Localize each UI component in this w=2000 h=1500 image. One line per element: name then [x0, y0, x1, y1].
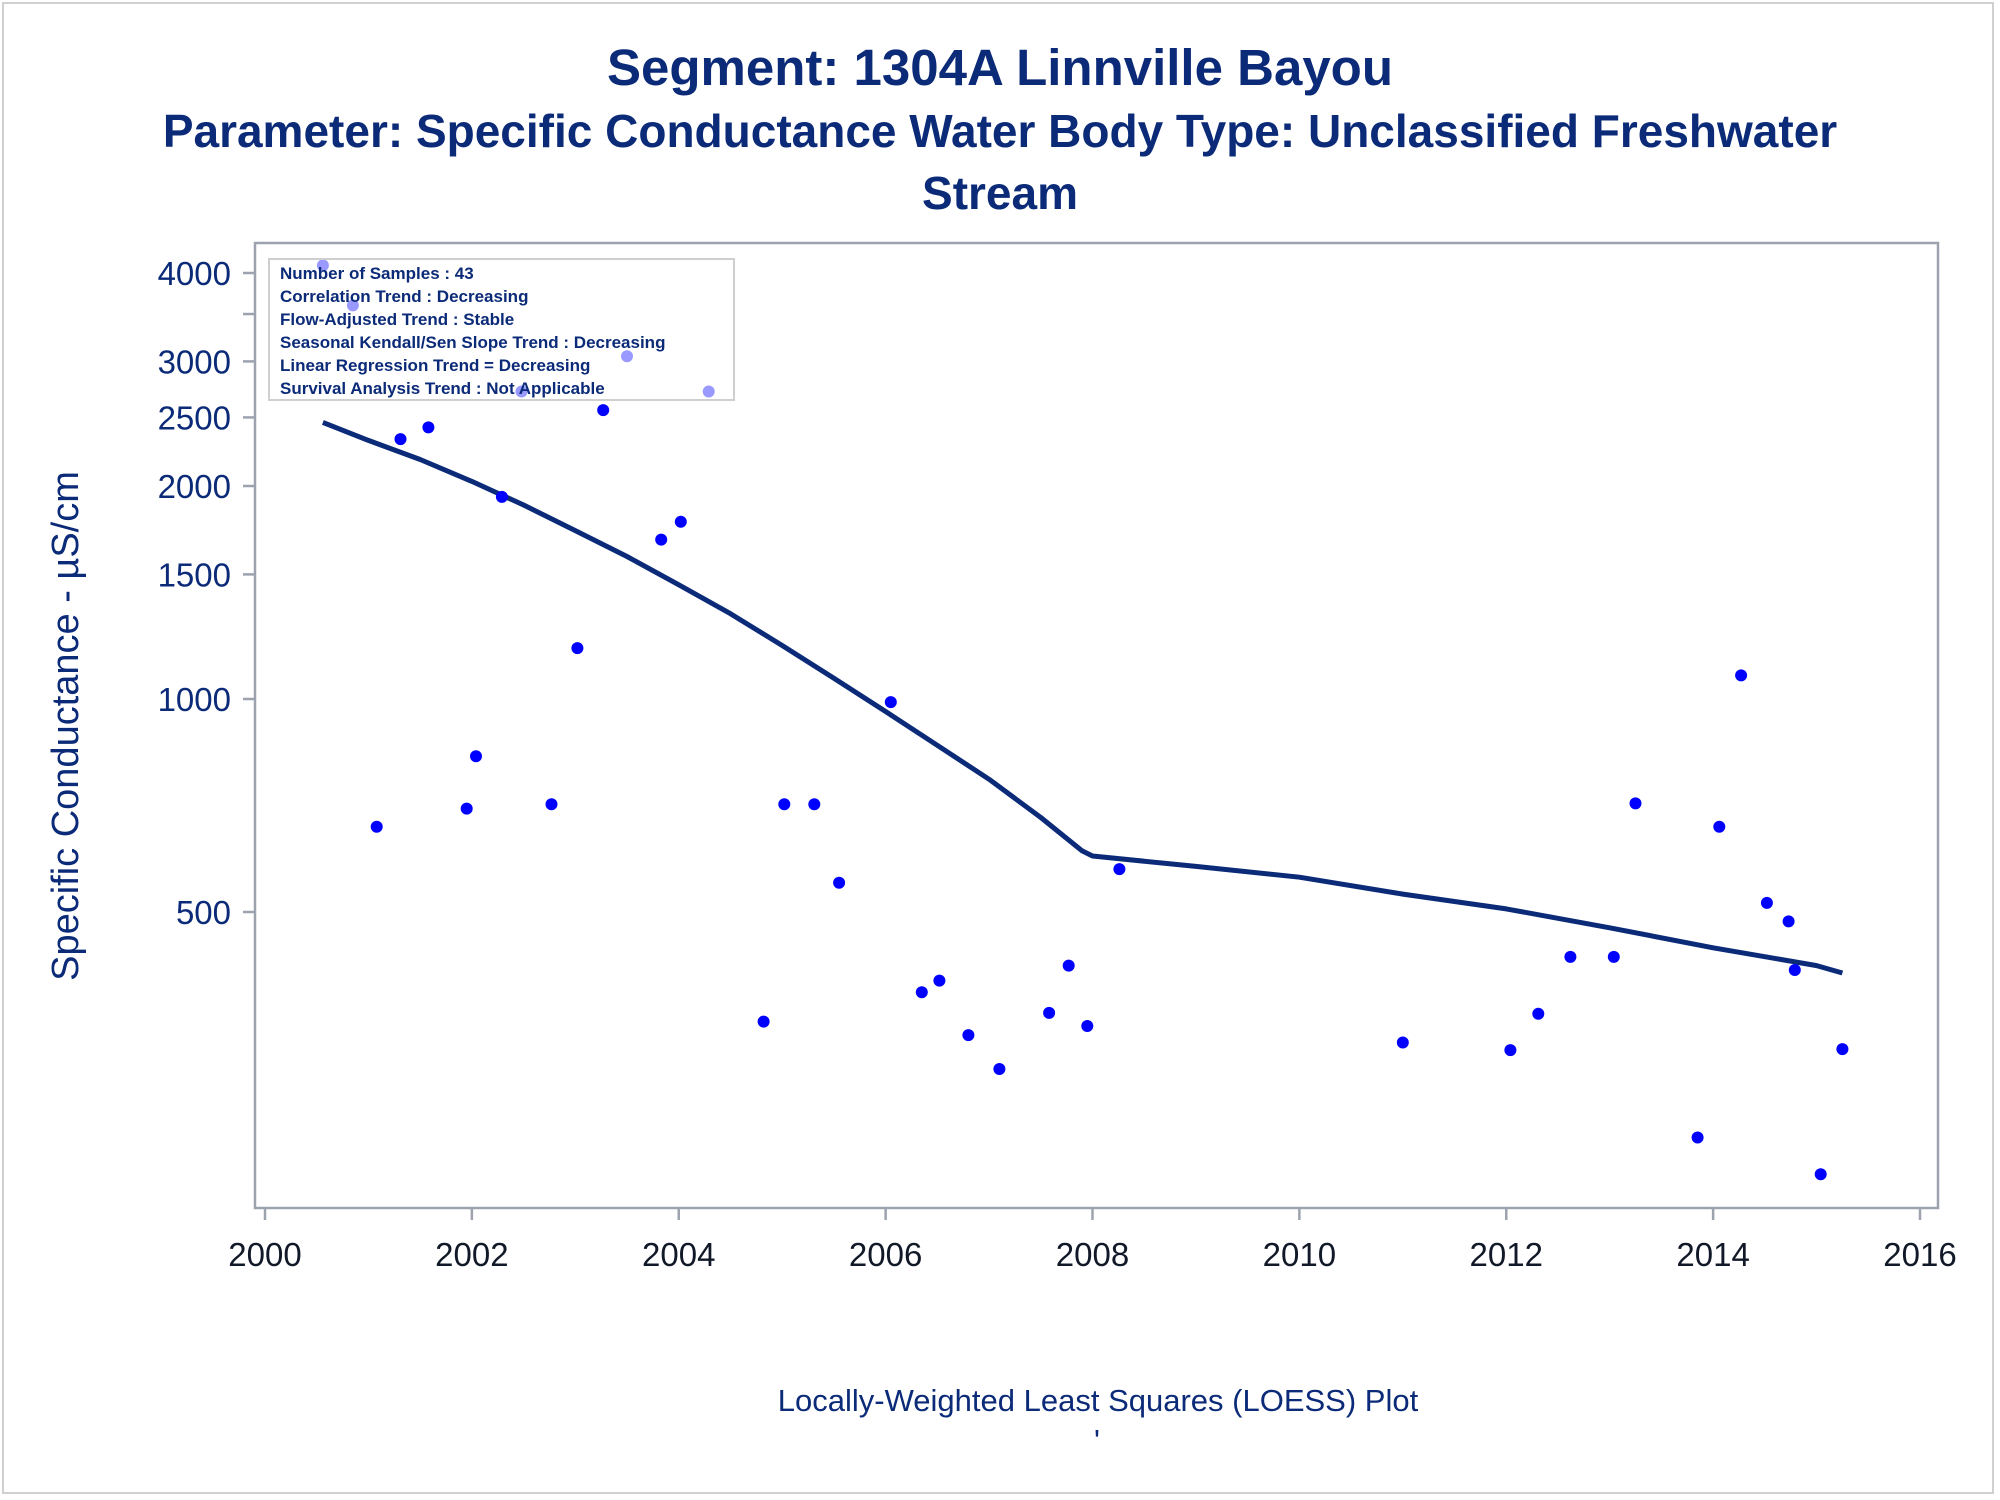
y-tick-label: 3000	[158, 343, 231, 380]
stats-line: Survival Analysis Trend : Not Applicable	[280, 379, 605, 398]
x-tick-label: 2008	[1056, 1236, 1129, 1273]
x-tick-label: 2004	[642, 1236, 715, 1273]
x-axis: 2000 2002 2004 2006 2008 2010 2012 2014 2016	[228, 1208, 1957, 1273]
data-point	[470, 750, 482, 763]
data-point	[1629, 797, 1642, 810]
data-point	[370, 820, 383, 833]
data-point	[884, 696, 897, 709]
data-point	[757, 1015, 770, 1028]
data-point	[1113, 863, 1126, 876]
chart-subtitle-continued: Stream	[922, 167, 1078, 219]
data-point	[833, 876, 846, 889]
y-axis: 500 1000 1500 2000 2500 3000 4000	[158, 255, 255, 931]
x-tick-label: 2014	[1676, 1236, 1749, 1273]
stats-line: Correlation Trend : Decreasing	[280, 287, 528, 306]
data-point	[778, 798, 791, 811]
data-point	[674, 515, 687, 528]
x-tick-label: 2016	[1883, 1236, 1956, 1273]
data-point	[394, 433, 407, 446]
stats-line: Seasonal Kendall/Sen Slope Trend : Decre…	[280, 333, 665, 352]
data-point	[1062, 959, 1075, 972]
data-point	[1691, 1131, 1704, 1144]
y-tick-label: 2500	[158, 399, 231, 436]
y-tick-label: 500	[176, 894, 231, 931]
stats-line: Flow-Adjusted Trend : Stable	[280, 310, 514, 329]
stats-line: Linear Regression Trend = Decreasing	[280, 356, 590, 375]
y-tick-label: 1000	[158, 681, 231, 718]
data-point	[597, 404, 610, 417]
data-point	[1713, 820, 1726, 833]
y-tick-label: 1500	[158, 556, 231, 593]
data-point	[1081, 1020, 1094, 1032]
loess-line	[321, 420, 1844, 976]
data-point	[1564, 950, 1577, 963]
data-point	[993, 1063, 1006, 1075]
plot-footnote: Locally-Weighted Least Squares (LOESS) P…	[778, 1383, 1419, 1418]
data-point	[1396, 1036, 1409, 1049]
plot-area	[253, 241, 1940, 1210]
data-point	[460, 802, 473, 815]
data-point	[808, 798, 821, 811]
footnote-mark: '	[1094, 1423, 1100, 1458]
x-tick-label: 2012	[1470, 1236, 1543, 1273]
chart-title: Segment: 1304A Linnville Bayou	[607, 39, 1393, 96]
data-points	[316, 259, 1849, 1181]
data-point	[1836, 1043, 1849, 1056]
data-point	[422, 421, 435, 434]
data-point	[1788, 964, 1801, 976]
data-point	[1782, 915, 1795, 928]
x-tick-label: 2002	[435, 1236, 508, 1273]
x-tick-label: 2000	[228, 1236, 301, 1273]
y-tick-label: 4000	[158, 255, 231, 292]
data-point	[1532, 1007, 1545, 1020]
data-point	[1607, 950, 1620, 963]
data-point	[545, 798, 558, 811]
x-tick-label: 2010	[1263, 1236, 1336, 1273]
data-point	[495, 490, 508, 503]
y-axis-title: Specific Conductance - µS/cm	[45, 471, 87, 981]
data-point	[1735, 669, 1748, 682]
data-point	[571, 642, 584, 655]
data-point	[933, 974, 946, 987]
data-point	[1760, 896, 1773, 909]
chart-subtitle: Parameter: Specific Conductance Water Bo…	[162, 105, 1838, 157]
y-tick-label: 2000	[158, 468, 231, 505]
data-point	[1504, 1044, 1517, 1057]
stats-line: Number of Samples : 43	[280, 264, 474, 283]
data-point	[962, 1029, 975, 1042]
stats-box-border	[268, 258, 735, 401]
data-point	[1814, 1168, 1827, 1181]
stats-box: Number of Samples : 43 Correlation Trend …	[268, 258, 735, 401]
x-tick-label: 2006	[849, 1236, 922, 1273]
data-point	[1043, 1006, 1056, 1019]
data-point	[655, 533, 668, 546]
data-point	[915, 986, 928, 999]
